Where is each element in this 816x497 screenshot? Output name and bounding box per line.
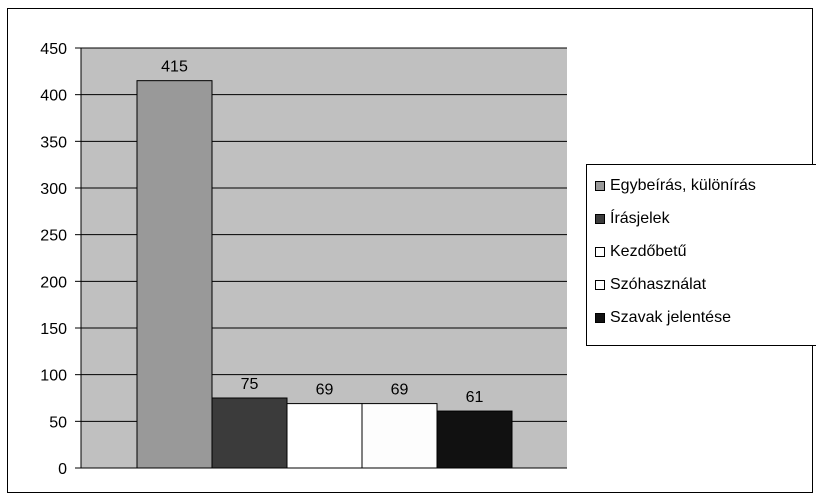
legend-swatch xyxy=(595,214,605,224)
y-tick-label: 100 xyxy=(40,368,67,385)
legend-item: Szóhasználat xyxy=(595,275,706,295)
y-tick-label: 50 xyxy=(49,414,67,431)
data-label: 69 xyxy=(391,382,409,399)
legend-label: Szóhasználat xyxy=(610,276,707,293)
data-label: 61 xyxy=(466,389,484,406)
y-tick-label: 200 xyxy=(40,274,67,291)
legend-swatch xyxy=(595,247,605,257)
y-tick-label: 150 xyxy=(40,321,67,338)
legend-label: Egybeírás, különírás xyxy=(610,177,756,194)
data-labels: 415 75 69 69 61 xyxy=(161,59,483,406)
y-tick-label: 0 xyxy=(58,461,67,478)
y-tick-label: 300 xyxy=(40,181,67,198)
y-tick-label: 250 xyxy=(40,228,67,245)
bar xyxy=(361,403,438,469)
legend-item: Kezdőbetű xyxy=(595,242,687,262)
legend-item: Írásjelek xyxy=(595,209,670,229)
bar xyxy=(136,80,213,469)
y-tick-label: 450 xyxy=(40,41,67,58)
legend: Egybeírás, különírás Írásjelek Kezdőbetű… xyxy=(586,164,816,346)
bar xyxy=(436,410,513,469)
legend-label: Szavak jelentése xyxy=(610,309,731,326)
data-label: 69 xyxy=(316,382,334,399)
bar xyxy=(286,403,363,469)
y-ticks: 0 50 100 150 200 250 300 350 400 450 xyxy=(40,41,81,478)
legend-swatch xyxy=(595,280,605,290)
bar xyxy=(211,397,288,469)
legend-item: Szavak jelentése xyxy=(595,308,731,328)
bars xyxy=(136,80,513,469)
data-label: 75 xyxy=(241,376,259,393)
legend-swatch xyxy=(595,181,605,191)
legend-swatch xyxy=(595,313,605,323)
legend-label: Írásjelek xyxy=(610,210,670,227)
y-tick-label: 400 xyxy=(40,88,67,105)
y-tick-label: 350 xyxy=(40,134,67,151)
data-label: 415 xyxy=(161,59,188,76)
legend-label: Kezdőbetű xyxy=(610,243,687,260)
legend-item: Egybeírás, különírás xyxy=(595,176,756,196)
